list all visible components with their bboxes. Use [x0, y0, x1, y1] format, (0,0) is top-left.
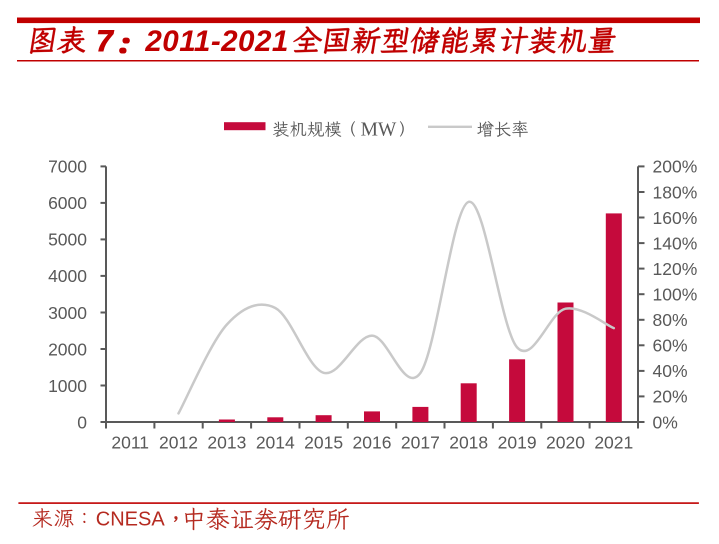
svg-text:80%: 80% [653, 310, 688, 330]
svg-text:6000: 6000 [48, 193, 87, 213]
svg-text:0: 0 [77, 412, 87, 432]
svg-text:160%: 160% [653, 208, 698, 228]
svg-text:7: 7 [96, 25, 114, 58]
svg-text:CNESA: CNESA [96, 509, 166, 531]
svg-text:7000: 7000 [48, 157, 87, 177]
svg-text:2012: 2012 [159, 433, 198, 453]
svg-text:4000: 4000 [48, 266, 87, 286]
svg-text:140%: 140% [653, 233, 698, 253]
svg-text:2014: 2014 [256, 433, 295, 453]
svg-text:100%: 100% [653, 285, 698, 305]
svg-text:2020: 2020 [546, 433, 585, 453]
svg-text:120%: 120% [653, 259, 698, 279]
svg-text:2018: 2018 [449, 433, 488, 453]
svg-text:2013: 2013 [207, 433, 246, 453]
svg-text:2016: 2016 [353, 433, 392, 453]
svg-text:2000: 2000 [48, 339, 87, 359]
svg-text:60%: 60% [653, 336, 688, 356]
svg-text:2011: 2011 [111, 433, 149, 453]
svg-text:1000: 1000 [48, 376, 87, 396]
svg-text:2011-2021: 2011-2021 [144, 25, 288, 58]
svg-text:5000: 5000 [48, 230, 87, 250]
svg-text:MW: MW [361, 119, 397, 140]
svg-text:40%: 40% [653, 361, 688, 381]
svg-text:200%: 200% [653, 157, 698, 177]
svg-text:2021: 2021 [594, 433, 633, 453]
svg-text:2015: 2015 [304, 433, 343, 453]
svg-text:2019: 2019 [498, 433, 537, 453]
svg-text:180%: 180% [653, 182, 698, 202]
svg-text:3000: 3000 [48, 303, 87, 323]
svg-text:0%: 0% [653, 412, 678, 432]
svg-text:2017: 2017 [401, 433, 440, 453]
svg-text:20%: 20% [653, 387, 688, 407]
